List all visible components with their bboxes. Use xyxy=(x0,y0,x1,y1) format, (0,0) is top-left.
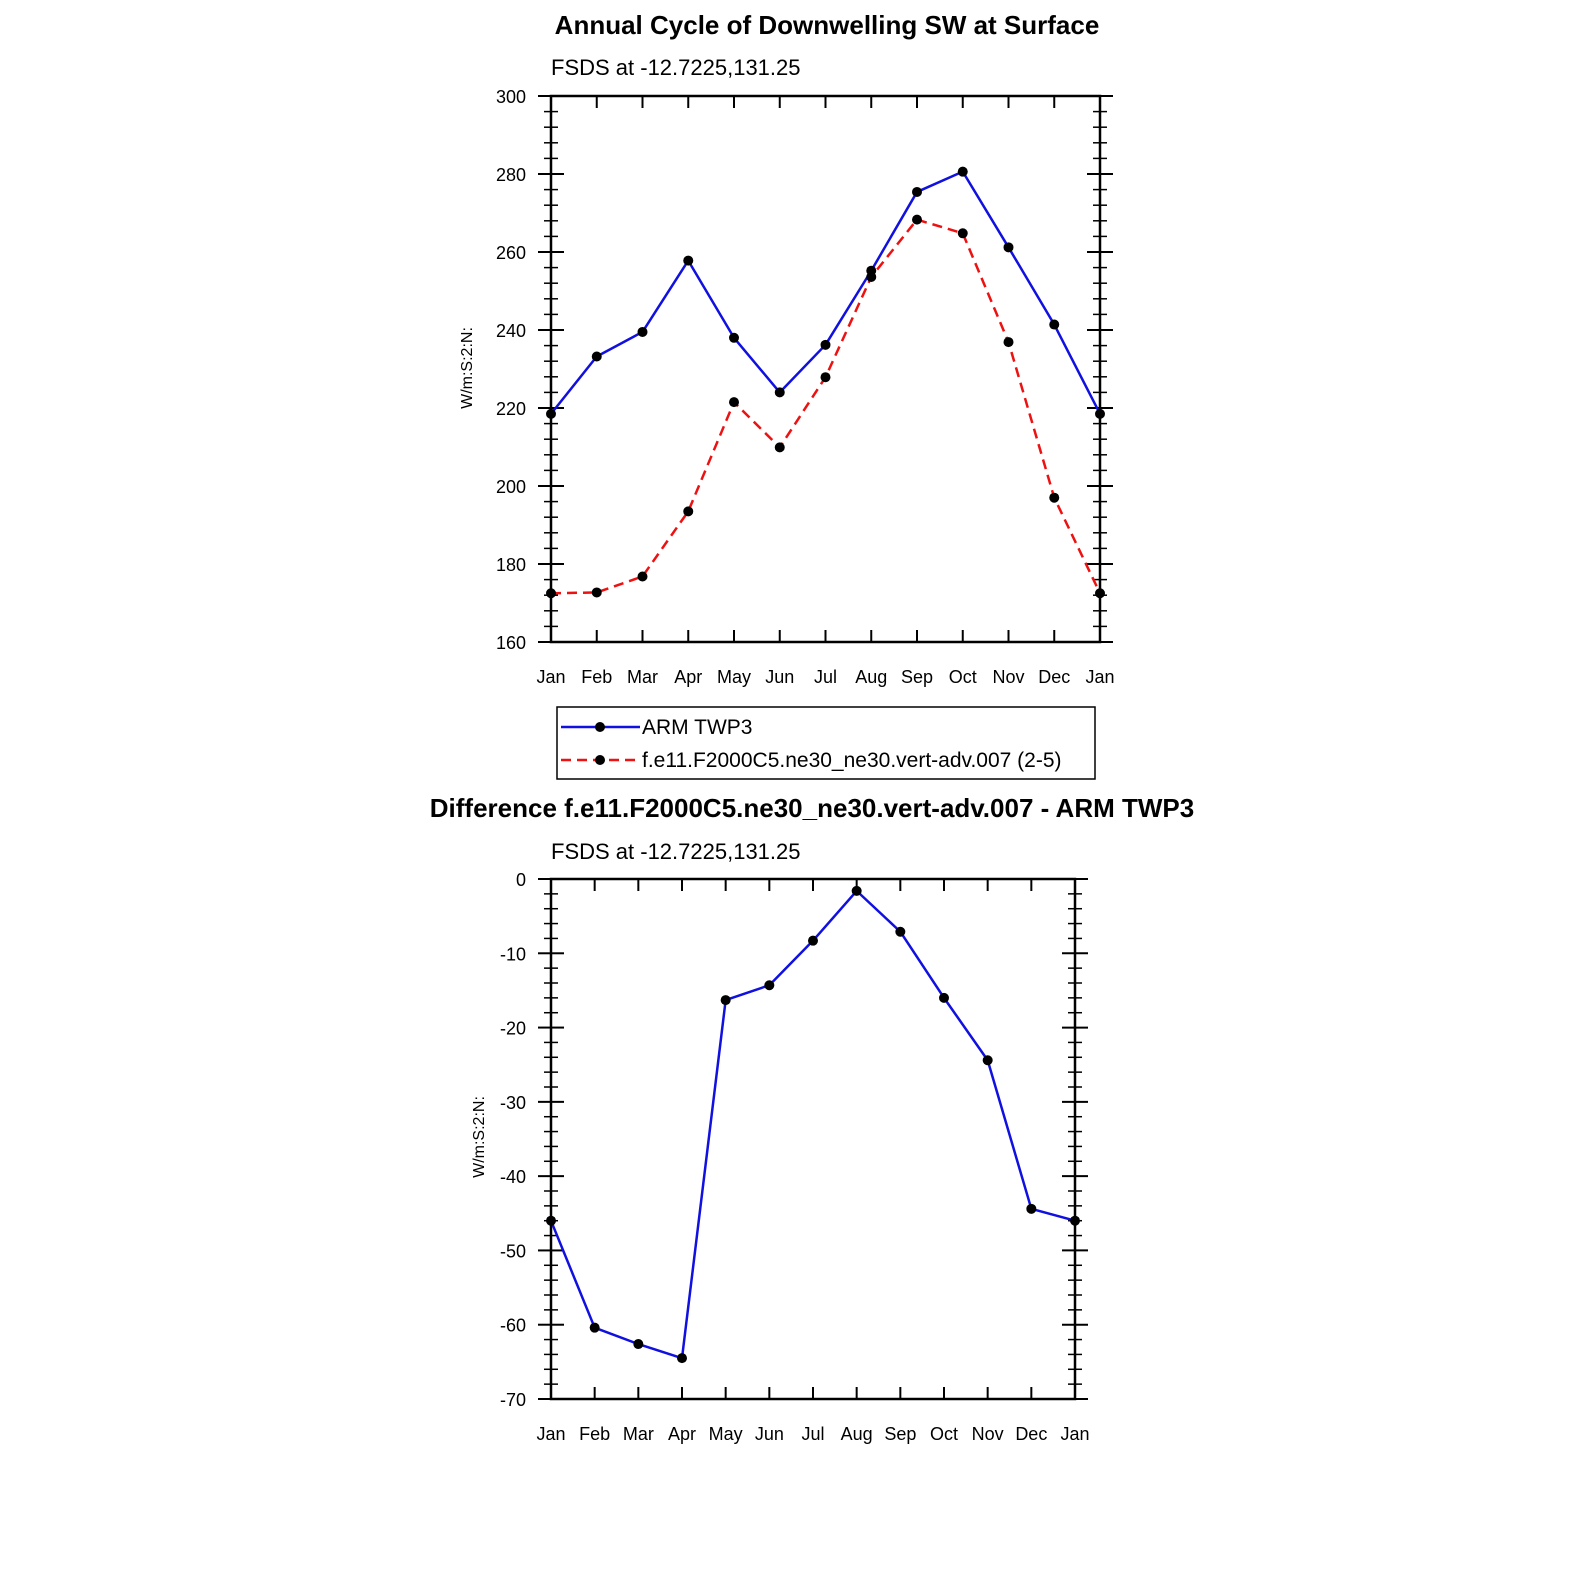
data-point xyxy=(729,397,739,408)
x-tick-label: Dec xyxy=(1015,1424,1047,1444)
x-tick-label: Aug xyxy=(841,1424,873,1444)
y-tick-label: 240 xyxy=(496,321,526,341)
y-tick-label: -60 xyxy=(500,1316,526,1336)
x-tick-label: Mar xyxy=(623,1424,654,1444)
legend-marker-model xyxy=(595,755,605,765)
data-point xyxy=(774,387,785,398)
y-tick-label: 180 xyxy=(496,555,526,575)
x-tick-label: Apr xyxy=(674,667,702,687)
data-point xyxy=(637,326,648,337)
series-line-1 xyxy=(550,218,1102,595)
x-tick-label: Oct xyxy=(949,667,977,687)
y-tick-label: -70 xyxy=(500,1390,526,1410)
x-tick-label: Jan xyxy=(536,667,565,687)
chart-subtitle: FSDS at -12.7225,131.25 xyxy=(551,839,801,864)
y-tick-label: -20 xyxy=(500,1019,526,1039)
data-point xyxy=(1049,319,1060,330)
x-tick-label: Jul xyxy=(814,667,837,687)
x-tick-label: Jan xyxy=(1085,667,1114,687)
data-point xyxy=(1003,242,1014,253)
data-point xyxy=(957,228,968,239)
series-line-0 xyxy=(549,889,1076,1360)
x-tick-label: Jan xyxy=(1060,1424,1089,1444)
data-point xyxy=(720,995,731,1006)
data-point xyxy=(939,992,949,1003)
data-point xyxy=(808,935,818,946)
data-point xyxy=(764,980,775,991)
data-point xyxy=(729,332,739,343)
x-tick-label: May xyxy=(709,1424,743,1444)
x-tick-label: Jun xyxy=(755,1424,784,1444)
data-point xyxy=(982,1055,993,1066)
data-point xyxy=(591,351,602,362)
data-point xyxy=(677,1353,687,1364)
legend-label-model: f.e11.F2000C5.ne30_ne30.vert-adv.007 (2-… xyxy=(642,749,1062,772)
plot-frame xyxy=(549,94,1102,644)
x-tick-label: Mar xyxy=(627,667,658,687)
legend-box xyxy=(556,706,1096,780)
x-tick-label: Dec xyxy=(1038,667,1070,687)
x-tick-label: Oct xyxy=(930,1424,958,1444)
data-point xyxy=(866,271,877,282)
data-point xyxy=(912,186,922,197)
x-tick-label: Apr xyxy=(668,1424,696,1444)
annual-cycle-chart: Annual Cycle of Downwelling SW at Surfac… xyxy=(459,10,1115,687)
data-point xyxy=(589,1322,600,1333)
y-tick-label: 160 xyxy=(496,633,526,653)
y-tick-label: 280 xyxy=(496,165,526,185)
data-point xyxy=(895,926,906,937)
y-tick-label: -50 xyxy=(500,1241,526,1261)
data-point xyxy=(820,339,831,350)
x-tick-label: Aug xyxy=(855,667,887,687)
y-tick-label: -10 xyxy=(500,944,526,964)
x-tick-label: Feb xyxy=(581,667,612,687)
y-tick-label: 260 xyxy=(496,243,526,263)
data-point xyxy=(591,587,602,598)
x-tick-label: Jun xyxy=(765,667,794,687)
chart-title: Difference f.e11.F2000C5.ne30_ne30.vert-… xyxy=(430,793,1194,823)
x-tick-label: Sep xyxy=(901,667,933,687)
data-point xyxy=(820,372,831,383)
y-tick-label: 200 xyxy=(496,477,526,497)
chart-title: Annual Cycle of Downwelling SW at Surfac… xyxy=(555,10,1100,40)
data-point xyxy=(637,571,648,582)
x-tick-label: May xyxy=(717,667,751,687)
data-point xyxy=(957,166,968,177)
data-point xyxy=(1003,337,1014,348)
legend-marker-arm xyxy=(595,722,605,732)
data-point xyxy=(851,885,862,896)
y-tick-label: 0 xyxy=(516,870,526,890)
data-point xyxy=(683,255,694,266)
data-point xyxy=(774,442,785,453)
data-point xyxy=(633,1339,644,1350)
y-tick-label: -40 xyxy=(500,1167,526,1187)
chart-subtitle: FSDS at -12.7225,131.25 xyxy=(551,55,801,80)
data-point xyxy=(1049,492,1060,503)
x-tick-label: Nov xyxy=(972,1424,1004,1444)
y-tick-label: 300 xyxy=(496,87,526,107)
x-tick-label: Feb xyxy=(579,1424,610,1444)
y-tick-label: -30 xyxy=(500,1093,526,1113)
data-point xyxy=(912,214,922,225)
legend-label-arm: ARM TWP3 xyxy=(642,716,752,739)
x-tick-label: Nov xyxy=(992,667,1024,687)
x-tick-label: Sep xyxy=(884,1424,916,1444)
difference-chart: Difference f.e11.F2000C5.ne30_ne30.vert-… xyxy=(430,793,1194,1444)
y-axis-label: W/m:S:2:N: xyxy=(459,327,476,409)
data-point xyxy=(683,506,694,517)
plot-frame xyxy=(549,877,1077,1401)
x-tick-label: Jul xyxy=(801,1424,824,1444)
y-tick-label: 220 xyxy=(496,399,526,419)
y-axis-label: W/m:S:2:N: xyxy=(471,1096,488,1178)
data-point xyxy=(1026,1203,1037,1214)
x-tick-label: Jan xyxy=(536,1424,565,1444)
legend: ARM TWP3 f.e11.F2000C5.ne30_ne30.vert-ad… xyxy=(556,706,1096,780)
